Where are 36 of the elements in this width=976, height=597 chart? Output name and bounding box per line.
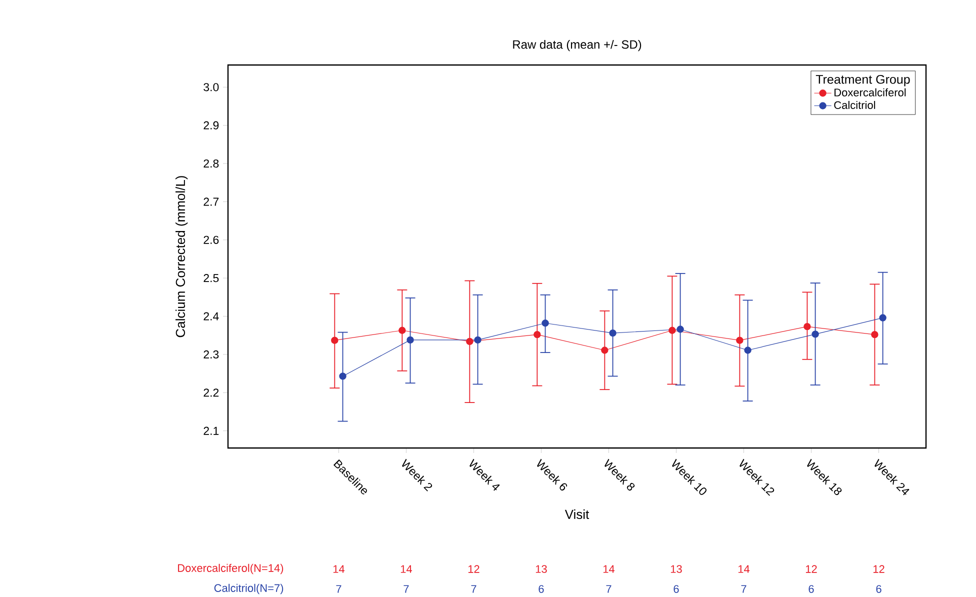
y-tick-label: 2.4: [204, 312, 219, 320]
y-tick-label: 2.3: [204, 350, 219, 359]
text: 6: [674, 585, 679, 593]
y-tick-label: 2.5: [204, 274, 219, 282]
text: 14: [738, 565, 750, 573]
x-axis-title: Visit: [564, 509, 590, 519]
y-tick-label: 2.1: [204, 426, 219, 435]
y-tick-label: 2.2: [204, 388, 219, 397]
text: 14: [603, 565, 615, 573]
legend-label: Calcitriol: [834, 100, 876, 110]
y-axis-title: Calcium Corrected (mmol/L): [176, 176, 188, 338]
text: 12: [468, 565, 480, 573]
text: 6: [538, 585, 544, 593]
text: 6: [808, 585, 814, 593]
text: 13: [670, 565, 682, 573]
text: 7: [606, 585, 612, 593]
y-tick-label: 2.9: [204, 121, 219, 130]
legend-title: Treatment Group: [816, 74, 910, 86]
text: 14: [333, 565, 344, 573]
chart-title: Raw data (mean +/- SD): [513, 40, 642, 52]
text: Doxercalciferol(N=14): [178, 564, 284, 574]
text: 7: [741, 585, 746, 593]
text: 12: [873, 565, 884, 573]
text: 6: [876, 585, 882, 593]
text: 12: [806, 565, 817, 573]
text: 7: [404, 585, 409, 593]
y-tick-label: 2.7: [204, 198, 219, 206]
text: Calcitriol(N=7): [214, 584, 284, 594]
text: 7: [471, 585, 476, 593]
y-tick-label: 2.6: [204, 236, 219, 244]
legend-label: Doxercalciferol: [834, 88, 906, 96]
y-tick-label: 3.0: [204, 83, 219, 92]
text: 14: [400, 565, 412, 573]
text: 7: [336, 585, 342, 593]
y-tick-label: 2.8: [204, 159, 219, 168]
text: 13: [536, 565, 547, 573]
